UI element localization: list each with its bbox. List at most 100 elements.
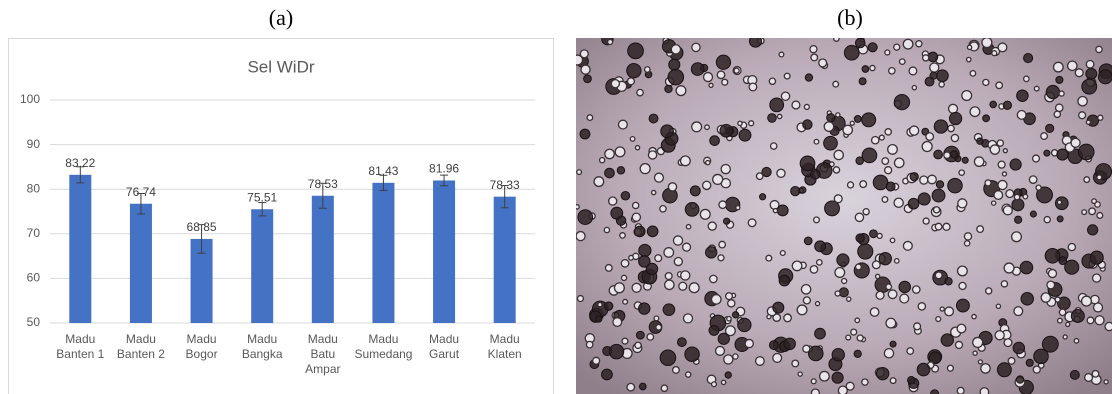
cell <box>713 174 723 184</box>
cell <box>654 173 663 182</box>
cell <box>982 38 992 48</box>
cell <box>1054 62 1064 72</box>
cell <box>1006 190 1014 198</box>
cell <box>639 244 651 256</box>
cell <box>1094 303 1103 312</box>
cell <box>884 349 893 358</box>
cell <box>719 201 726 208</box>
cell <box>615 147 625 157</box>
cell <box>573 55 583 65</box>
cell <box>1029 176 1036 183</box>
cell <box>710 136 720 146</box>
cell <box>627 383 635 391</box>
cell <box>980 388 989 394</box>
cell <box>1070 370 1079 379</box>
cell <box>836 113 840 117</box>
cell <box>621 275 626 280</box>
cell <box>665 273 672 280</box>
cell <box>721 380 725 384</box>
x-tick-label: Madu Bogor <box>173 332 231 362</box>
cell <box>586 341 592 347</box>
cell <box>680 156 690 166</box>
panel-label: (b) <box>837 5 863 30</box>
cell <box>1017 90 1029 102</box>
data-label: 78.53 <box>308 177 338 191</box>
cell <box>820 371 830 381</box>
cell <box>692 43 700 51</box>
cell <box>856 264 862 270</box>
cell <box>931 390 939 394</box>
cell <box>792 101 800 109</box>
cell <box>859 78 866 85</box>
cell <box>665 85 672 92</box>
cell <box>1047 281 1055 289</box>
cell <box>835 268 845 278</box>
cell <box>614 283 624 293</box>
cell <box>834 195 842 203</box>
cell <box>725 372 731 378</box>
cell <box>627 78 634 85</box>
cell <box>768 114 777 123</box>
cell <box>978 360 982 364</box>
cell <box>620 233 625 238</box>
cell <box>749 83 757 91</box>
x-tick-label: Madu Banten 2 <box>112 332 170 362</box>
cell <box>951 134 958 141</box>
cell <box>784 314 791 321</box>
cell <box>605 168 615 178</box>
data-label: 75.51 <box>247 190 277 204</box>
cell <box>605 265 612 272</box>
cell <box>970 107 980 117</box>
cell <box>634 226 645 237</box>
cell <box>888 290 897 299</box>
x-tick-label: Madu Bangka <box>233 332 291 362</box>
cell <box>766 255 772 261</box>
cell <box>716 346 725 355</box>
cell <box>1041 133 1048 140</box>
cell <box>827 114 835 122</box>
y-tick-label: 90 <box>27 137 41 151</box>
cell <box>983 79 989 85</box>
cell <box>664 248 674 258</box>
y-tick-label: 60 <box>27 271 41 285</box>
cell <box>819 59 827 67</box>
bar <box>69 175 91 323</box>
cell <box>877 233 882 238</box>
cell <box>690 186 700 196</box>
cell <box>803 297 810 304</box>
cell <box>962 157 968 163</box>
cell <box>996 82 1002 88</box>
cell <box>882 197 888 203</box>
cell <box>604 227 609 232</box>
cell <box>862 113 876 127</box>
cell <box>814 139 819 144</box>
cell <box>1008 358 1015 365</box>
cell <box>609 344 624 359</box>
cell <box>879 135 884 140</box>
cell <box>1001 281 1007 287</box>
cell <box>908 377 916 385</box>
cell <box>1097 175 1102 180</box>
cell <box>628 43 644 59</box>
cell <box>1012 199 1024 211</box>
cell <box>636 331 644 339</box>
cell <box>1058 318 1063 323</box>
cell <box>1065 260 1079 274</box>
cell <box>709 83 713 87</box>
cell <box>1078 97 1087 106</box>
cell <box>912 86 916 90</box>
cell <box>945 278 952 285</box>
cell <box>909 67 917 75</box>
cell <box>834 36 839 41</box>
cell <box>922 142 932 152</box>
cell <box>1098 115 1103 120</box>
cell <box>1071 309 1084 322</box>
cell <box>784 73 790 79</box>
cell <box>791 187 800 196</box>
cell <box>855 38 865 48</box>
data-label: 76.74 <box>126 185 156 199</box>
cell <box>957 387 964 394</box>
cell <box>677 338 686 347</box>
cell <box>1098 70 1112 84</box>
cell <box>932 189 945 202</box>
